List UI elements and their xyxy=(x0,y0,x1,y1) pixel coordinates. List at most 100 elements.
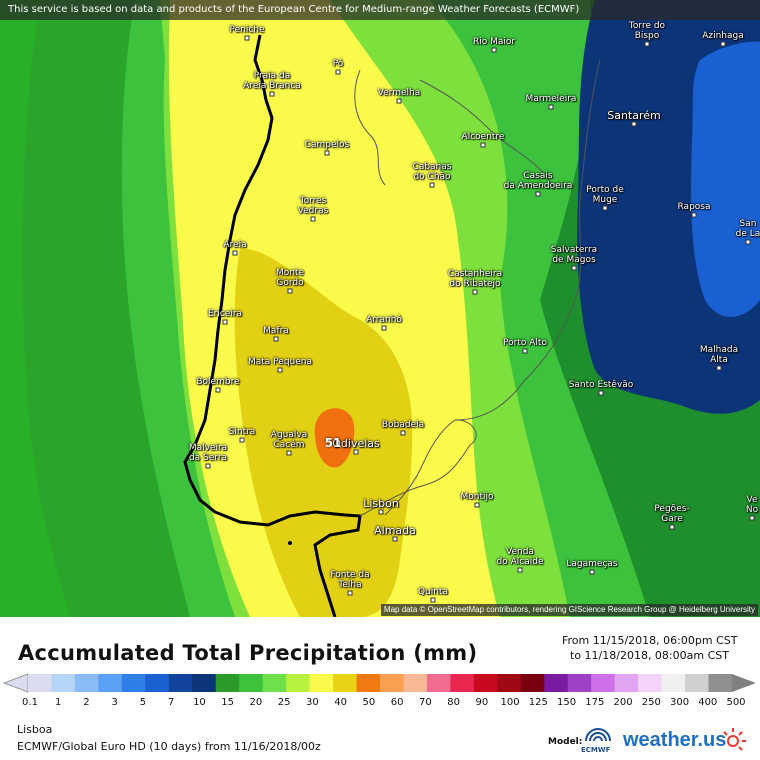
model-run-label: ECMWF/Global Euro HD (10 days) from 11/1… xyxy=(17,740,321,753)
scale-swatch xyxy=(309,674,334,692)
scale-tick-label: 80 xyxy=(447,697,460,708)
place-marker xyxy=(396,98,402,104)
place-marker xyxy=(602,205,608,211)
place-label: Malveira da Serra xyxy=(188,443,228,463)
valid-from: From 11/15/2018, 06:00pm CST xyxy=(562,634,738,647)
place-marker xyxy=(598,390,604,396)
scale-swatch xyxy=(168,674,193,692)
scale-swatch xyxy=(380,674,404,692)
scale-tick-label: 60 xyxy=(390,697,404,708)
place-label: Alcoentre xyxy=(461,132,505,142)
place-label: Santo Estêvão xyxy=(568,380,634,390)
precipitation-map[interactable]: This service is based on data and produc… xyxy=(0,0,760,617)
scale-swatch xyxy=(74,674,99,692)
place-marker xyxy=(631,121,637,127)
scale-tick-label: 40 xyxy=(334,697,347,708)
scale-swatch xyxy=(497,674,522,692)
scale-tick-label: 90 xyxy=(475,697,489,708)
place-marker xyxy=(548,104,554,110)
place-label: Lagameças xyxy=(566,559,618,569)
place-marker xyxy=(474,502,480,508)
place-label: Castanheira do Ribatejo xyxy=(447,269,503,289)
place-label: Sintra xyxy=(228,427,256,437)
place-label: Marmeleira xyxy=(525,94,577,104)
scale-swatch xyxy=(286,674,311,692)
place-label: Pegões- Gare xyxy=(654,504,690,524)
place-marker xyxy=(244,35,250,41)
place-label: Venda do Alcaide xyxy=(496,547,544,567)
place-marker xyxy=(429,182,435,188)
scale-swatch xyxy=(262,674,287,692)
scale-tick-label: 50 xyxy=(362,697,376,708)
place-marker xyxy=(589,569,595,575)
place-marker xyxy=(277,367,283,373)
place-label: Bobadela xyxy=(381,420,425,430)
place-marker xyxy=(287,288,293,294)
scale-tick-label: 25 xyxy=(277,697,291,708)
scale-tick-label: 5 xyxy=(139,697,147,708)
place-marker xyxy=(273,336,279,342)
place-label: Vermelha xyxy=(377,88,421,98)
place-marker xyxy=(745,239,751,245)
scale-swatch xyxy=(638,674,663,692)
place-marker xyxy=(347,590,353,596)
scale-swatch xyxy=(473,674,498,692)
place-marker xyxy=(353,449,359,455)
scale-tick-label: 175 xyxy=(585,697,605,708)
place-marker xyxy=(310,216,316,222)
place-marker xyxy=(400,430,406,436)
place-marker xyxy=(286,450,292,456)
place-label: Quinta xyxy=(417,587,449,597)
place-label: Odivelas xyxy=(332,437,380,450)
scale-swatch xyxy=(708,674,733,692)
place-marker xyxy=(430,597,436,603)
scale-swatch xyxy=(591,674,616,692)
scale-swatch xyxy=(567,674,592,692)
scale-swatch xyxy=(121,674,146,692)
place-label: Torre do Bispo xyxy=(628,21,666,41)
place-label: Bolembre xyxy=(196,377,240,387)
scale-swatch xyxy=(685,674,710,692)
place-marker xyxy=(392,536,398,542)
place-label: Porto Alto xyxy=(503,338,547,348)
place-marker xyxy=(480,142,486,148)
ecmwf-text: ECMWF xyxy=(581,746,611,754)
place-label: Cabanas do Chão xyxy=(412,162,452,182)
scale-tick-label: 100 xyxy=(500,697,520,708)
scale-swatch xyxy=(215,674,240,692)
place-marker xyxy=(215,387,221,393)
place-marker xyxy=(205,463,211,469)
ecmwf-data-banner: This service is based on data and produc… xyxy=(0,0,760,20)
place-label: Almada xyxy=(374,524,416,537)
place-marker xyxy=(335,69,341,75)
place-label: Arranhó xyxy=(366,315,402,325)
scale-tick-label: 15 xyxy=(221,697,235,708)
place-label: Campelos xyxy=(304,140,350,150)
map-attribution[interactable]: Map data © OpenStreetMap contributors, r… xyxy=(380,604,758,616)
scale-tick-label: 2 xyxy=(83,697,90,708)
scale-swatch xyxy=(544,674,569,692)
place-label: Porto de Muge xyxy=(586,185,624,205)
place-label: Mata Pequena xyxy=(247,357,313,367)
scale-right-arrow xyxy=(732,674,756,692)
map-title: Accumulated Total Precipitation (mm) xyxy=(18,641,478,665)
place-label: Ericeira xyxy=(207,309,243,319)
scale-tick-label: 3 xyxy=(111,697,118,708)
place-label: Montijo xyxy=(460,492,494,502)
scale-tick-label: 150 xyxy=(557,697,577,708)
place-label: Fonte da Telha xyxy=(330,570,370,590)
scale-tick-label: 125 xyxy=(528,697,548,708)
place-marker xyxy=(491,47,497,53)
scale-tick-label: 200 xyxy=(613,697,633,708)
weather-us-logo[interactable]: weather.us xyxy=(623,729,727,751)
scale-tick-label: 0.1 xyxy=(22,697,38,708)
place-marker xyxy=(720,41,726,47)
place-marker xyxy=(232,250,238,256)
place-label: Rio Maior xyxy=(472,37,516,47)
place-label: Lisbon xyxy=(363,497,399,510)
scale-swatch xyxy=(426,674,451,692)
place-marker xyxy=(239,437,245,443)
place-label: Mafra xyxy=(263,326,289,336)
sun-logo-icon xyxy=(723,728,746,751)
scale-swatch xyxy=(239,674,264,692)
